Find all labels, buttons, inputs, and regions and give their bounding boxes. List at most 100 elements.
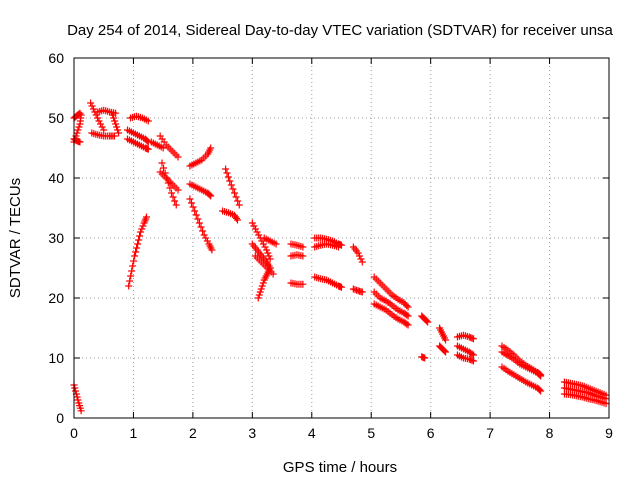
data-point bbox=[232, 214, 240, 222]
data-point bbox=[234, 197, 242, 205]
data-points bbox=[70, 99, 610, 415]
data-point bbox=[202, 234, 210, 242]
data-point bbox=[174, 153, 182, 161]
data-point bbox=[92, 111, 100, 119]
data-point bbox=[252, 225, 260, 233]
data-point bbox=[229, 185, 237, 193]
data-point bbox=[356, 252, 364, 260]
data-point bbox=[403, 311, 411, 319]
data-point bbox=[536, 371, 544, 379]
data-point bbox=[235, 201, 243, 209]
data-point bbox=[195, 219, 203, 227]
data-point bbox=[222, 165, 230, 173]
data-point bbox=[159, 144, 167, 152]
data-point bbox=[94, 114, 102, 122]
data-point bbox=[144, 117, 152, 125]
data-point bbox=[255, 231, 263, 239]
data-point bbox=[259, 279, 267, 287]
y-tick-label: 10 bbox=[48, 350, 64, 366]
data-point bbox=[207, 144, 215, 152]
data-point bbox=[254, 294, 262, 302]
data-point bbox=[110, 114, 118, 122]
data-point bbox=[143, 213, 151, 221]
data-point bbox=[137, 228, 145, 236]
data-point bbox=[469, 351, 477, 359]
data-point bbox=[75, 123, 83, 131]
data-point bbox=[136, 232, 144, 240]
data-point bbox=[127, 272, 135, 280]
data-point bbox=[357, 255, 365, 263]
data-point bbox=[441, 347, 449, 355]
data-point bbox=[269, 270, 277, 278]
data-point bbox=[77, 407, 85, 415]
data-point bbox=[299, 243, 307, 251]
data-point bbox=[255, 291, 263, 299]
data-point bbox=[144, 145, 152, 153]
data-point bbox=[208, 246, 216, 254]
data-point bbox=[536, 386, 544, 394]
data-point bbox=[89, 105, 97, 113]
data-point bbox=[169, 193, 177, 201]
data-point bbox=[98, 123, 106, 131]
data-point bbox=[264, 249, 272, 257]
data-point bbox=[266, 255, 274, 263]
data-point bbox=[266, 264, 274, 272]
data-point bbox=[192, 211, 200, 219]
x-tick-label: 9 bbox=[605, 425, 613, 441]
data-point bbox=[224, 173, 232, 181]
data-point bbox=[158, 159, 166, 167]
data-point bbox=[75, 110, 83, 118]
data-point bbox=[174, 186, 182, 194]
data-point bbox=[76, 138, 84, 146]
data-point bbox=[197, 223, 205, 231]
data-point bbox=[131, 252, 139, 260]
plot-border bbox=[73, 57, 610, 419]
y-tick-label: 0 bbox=[56, 410, 64, 426]
data-point bbox=[171, 197, 179, 205]
data-point bbox=[73, 393, 81, 401]
data-point bbox=[259, 240, 267, 248]
data-point bbox=[109, 111, 117, 119]
y-tick-label: 50 bbox=[48, 110, 64, 126]
data-point bbox=[74, 126, 82, 134]
data-point bbox=[126, 277, 134, 285]
data-point bbox=[403, 302, 411, 310]
data-point bbox=[338, 283, 345, 291]
x-tick-label: 7 bbox=[486, 425, 494, 441]
data-point bbox=[113, 123, 121, 131]
data-point bbox=[232, 193, 240, 201]
x-tick-label: 0 bbox=[70, 425, 78, 441]
data-point bbox=[354, 249, 362, 257]
data-point bbox=[227, 181, 235, 189]
data-point bbox=[602, 400, 610, 408]
data-point bbox=[188, 199, 196, 207]
data-point bbox=[358, 258, 366, 266]
data-point bbox=[421, 354, 429, 362]
data-point bbox=[71, 384, 79, 392]
data-point bbox=[265, 252, 273, 260]
data-point bbox=[95, 117, 103, 125]
x-axis-label: GPS time / hours bbox=[283, 459, 397, 476]
data-point bbox=[112, 120, 120, 128]
data-point bbox=[358, 288, 366, 296]
data-point bbox=[74, 396, 82, 404]
data-point bbox=[87, 99, 95, 107]
data-point bbox=[468, 350, 476, 358]
data-point bbox=[132, 248, 140, 256]
data-point bbox=[191, 207, 199, 215]
data-point bbox=[469, 335, 477, 343]
data-point bbox=[167, 189, 175, 197]
y-axis-label: SDTVAR / TECUs bbox=[7, 178, 24, 298]
data-point bbox=[114, 126, 122, 134]
data-point bbox=[143, 137, 151, 145]
y-tick-label: 40 bbox=[48, 170, 64, 186]
data-point bbox=[194, 215, 202, 223]
data-point bbox=[256, 288, 264, 296]
data-point bbox=[72, 387, 80, 395]
data-point bbox=[135, 236, 143, 244]
data-point bbox=[199, 227, 207, 235]
y-tick-label: 20 bbox=[48, 290, 64, 306]
chart-title: Day 254 of 2014, Sidereal Day-to-day VTE… bbox=[67, 22, 613, 39]
data-point bbox=[442, 336, 450, 344]
